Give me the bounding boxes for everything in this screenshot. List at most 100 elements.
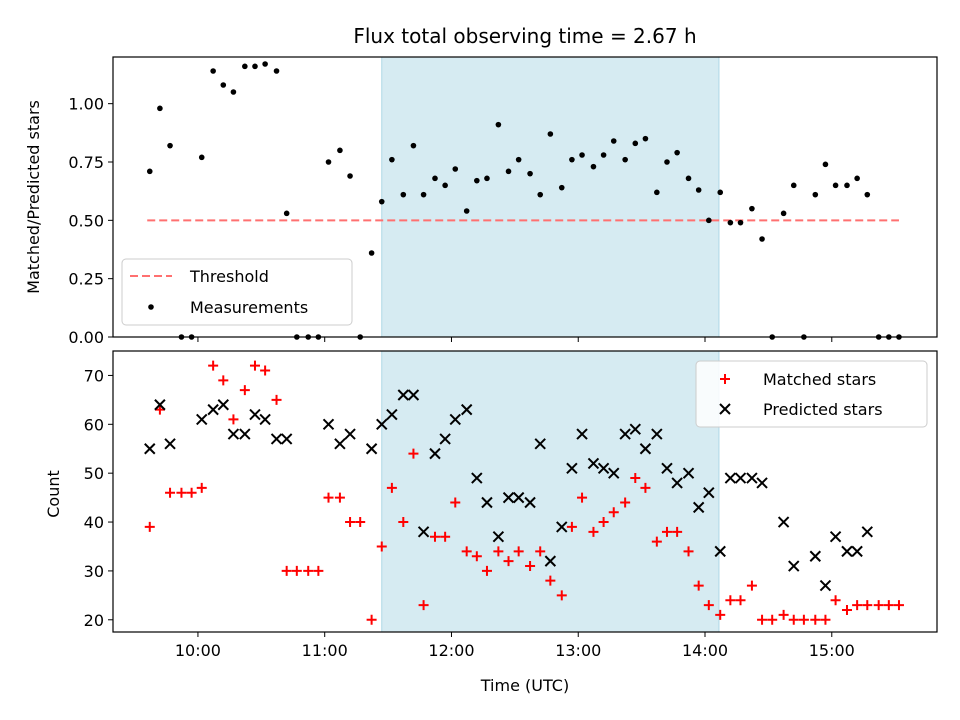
- matched-star-point: [852, 600, 863, 611]
- measurement-point: [642, 135, 649, 142]
- measurement-point: [569, 156, 575, 163]
- top-y-tick-label: 0.25: [68, 270, 104, 289]
- top-y-tick-label: 1.00: [68, 95, 104, 114]
- measurement-point: [146, 168, 153, 175]
- matched-star-point: [798, 614, 809, 625]
- predicted-star-point: [439, 433, 451, 445]
- predicted-star-point: [809, 550, 822, 562]
- measurement-point: [664, 159, 670, 165]
- matched-star-point: [651, 536, 662, 547]
- bottom-y-axis-label: Count: [44, 470, 63, 518]
- matched-star-point: [661, 526, 672, 537]
- measurement-point: [527, 170, 533, 177]
- top-y-tick-label: 0.00: [68, 328, 104, 347]
- bottom-y-tick-label: 50: [84, 464, 104, 483]
- matched-star-point: [186, 487, 197, 498]
- matched-star-point: [249, 360, 260, 371]
- measurement-point: [325, 159, 332, 165]
- matched-star-point: [408, 448, 419, 459]
- matched-star-point: [334, 492, 345, 503]
- matched-star-point: [313, 565, 324, 576]
- predicted-star-point: [682, 467, 695, 479]
- top-shaded-span: [381, 57, 719, 337]
- predicted-star-point: [619, 428, 631, 440]
- predicted-star-point: [597, 462, 610, 474]
- predicted-star-point: [746, 472, 758, 484]
- measurement-point: [579, 152, 585, 158]
- predicted-star-point: [714, 545, 726, 558]
- predicted-star-point: [417, 526, 430, 538]
- legend-measurements-swatch: [148, 304, 154, 310]
- legend-predicted-label: Predicted stars: [763, 400, 883, 419]
- legend-box: [695, 360, 928, 428]
- matched-star-point: [778, 609, 789, 620]
- top-y-tick-label: 0.75: [68, 153, 104, 172]
- legend-predicted-swatch: [719, 403, 731, 415]
- predicted-star-point: [365, 443, 378, 455]
- x-axis-label: Time (UTC): [480, 676, 569, 695]
- predicted-star-point: [734, 472, 747, 484]
- measurement-point: [420, 191, 427, 198]
- predicted-star-point: [259, 413, 271, 426]
- measurement-point: [749, 205, 755, 212]
- matched-star-point: [386, 482, 397, 493]
- predicted-star-point: [819, 579, 832, 592]
- predicted-star-point: [651, 428, 663, 440]
- measurement-point: [600, 152, 607, 158]
- matched-star-point: [429, 531, 440, 542]
- predicted-star-point: [566, 462, 578, 474]
- predicted-star-point: [692, 501, 705, 514]
- matched-star-point: [640, 482, 651, 493]
- measurement-point: [167, 142, 173, 149]
- top-axes-frame: [112, 56, 938, 338]
- predicted-star-point: [587, 457, 600, 470]
- measurement-point: [558, 184, 565, 191]
- bottom-y-tick-label: 70: [84, 366, 104, 385]
- measurement-point: [632, 140, 639, 147]
- predicted-star-point: [407, 389, 420, 401]
- top-subplot: 0.00 0.25 0.50 0.75 1.00 Threshold Measurement…: [68, 56, 938, 347]
- matched-star-point: [228, 414, 239, 425]
- predicted-star-point: [788, 560, 800, 572]
- matched-star-point: [513, 546, 524, 557]
- measurement-point: [654, 189, 660, 196]
- measurement-point: [389, 156, 395, 163]
- measurement-point: [484, 175, 490, 182]
- predicted-star-point: [376, 418, 388, 431]
- measurement-point: [230, 89, 237, 95]
- top-legend: Threshold Measurements: [121, 258, 353, 326]
- measurement-point: [495, 121, 502, 128]
- bottom-y-tick-label: 60: [84, 415, 104, 434]
- matched-star-point: [303, 565, 314, 576]
- predicted-star-point: [386, 408, 398, 421]
- predicted-star-point: [861, 526, 873, 538]
- predicted-star-point: [777, 516, 790, 528]
- bottom-shaded-span: [381, 351, 719, 632]
- matched-star-point: [196, 482, 207, 493]
- matched-star-point: [577, 492, 588, 503]
- measurement-point: [537, 191, 544, 198]
- measurement-point: [854, 175, 860, 182]
- measurement-point: [759, 236, 765, 242]
- measurement-point: [210, 68, 216, 74]
- matched-star-point: [683, 546, 694, 557]
- matched-star-point: [525, 561, 536, 572]
- chart-title: Flux total observing time = 2.67 h: [353, 24, 696, 48]
- matched-star-point: [323, 492, 334, 503]
- measurement-point: [474, 177, 480, 184]
- predicted-star-point: [239, 428, 251, 440]
- measurement-point: [198, 154, 205, 161]
- matched-star-point: [883, 600, 894, 611]
- x-tick-label: 14:00: [682, 641, 728, 660]
- top-y-axis-label: Matched/Predicted stars: [24, 100, 43, 294]
- matched-star-point: [757, 614, 768, 625]
- matched-star-point: [598, 517, 609, 528]
- matched-star-point: [440, 531, 451, 542]
- measurement-point: [505, 168, 512, 175]
- measurement-point: [812, 191, 819, 198]
- matched-star-point: [588, 526, 599, 537]
- matched-star-point: [503, 556, 514, 567]
- x-tick-label: 12:00: [428, 641, 474, 660]
- measurement-point: [400, 191, 407, 198]
- measurement-point: [622, 156, 628, 163]
